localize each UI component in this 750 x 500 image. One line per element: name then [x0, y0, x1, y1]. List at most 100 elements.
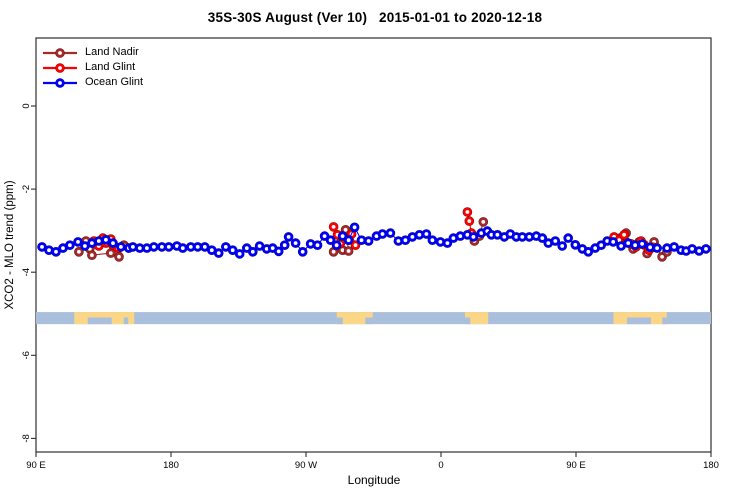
data-point: [455, 231, 465, 241]
map-coast-notch: [336, 317, 343, 325]
x-axis-label: Longitude: [347, 473, 401, 487]
data-point: [662, 243, 672, 253]
data-point: [284, 232, 293, 242]
data-point-edge: [608, 237, 619, 247]
data-point-edge: [442, 238, 453, 248]
legend-item-land-glint: Land Glint: [42, 60, 143, 75]
map-coast-notch: [465, 317, 471, 325]
data-point: [255, 241, 264, 251]
data-point: [596, 240, 606, 250]
data-point: [619, 230, 629, 240]
latitude-band-map-strip: [36, 312, 711, 325]
data-point: [128, 242, 138, 252]
data-point: [332, 240, 341, 250]
data-point: [135, 243, 145, 253]
y-tick-label: -4: [21, 268, 32, 276]
data-point-edge: [247, 246, 258, 257]
y-tick-label: 0: [21, 103, 32, 108]
data-point-edge: [570, 239, 581, 250]
data-point-edge: [349, 222, 360, 233]
data-point: [164, 242, 174, 252]
data-point-edge: [537, 233, 548, 243]
data-point-edge: [108, 238, 118, 248]
land-nadir-marker-icon: [43, 47, 77, 58]
y-tick-label: -6: [21, 351, 32, 359]
data-point: [142, 243, 152, 253]
data-point: [608, 237, 618, 247]
data-point-edge: [73, 237, 83, 247]
data-point: [37, 242, 47, 252]
data-point-edge: [701, 244, 711, 254]
data-point: [652, 243, 662, 253]
data-point-edge: [550, 236, 561, 246]
data-point-edge: [234, 249, 245, 259]
data-point: [386, 228, 395, 238]
data-point: [228, 245, 237, 255]
legend-label: Land Nadir: [85, 46, 139, 58]
data-point: [630, 240, 640, 250]
data-point-edge: [325, 235, 336, 245]
y-tick-label: -2: [21, 185, 32, 193]
data-point-edge: [657, 251, 667, 262]
data-point-edge: [462, 207, 473, 217]
data-point: [51, 247, 61, 257]
data-point: [464, 216, 474, 226]
data-point: [329, 222, 338, 232]
data-point-edge: [312, 240, 323, 250]
legend-label: Land Glint: [85, 61, 136, 73]
data-point-edge: [87, 250, 97, 260]
data-point-edge: [331, 240, 342, 250]
data-point: [178, 243, 188, 253]
data-point: [351, 240, 360, 250]
data-point: [214, 248, 223, 258]
data-point: [701, 244, 711, 254]
data-point: [338, 231, 347, 241]
data-point: [428, 235, 437, 245]
data-point-edge: [421, 229, 432, 239]
legend-item-land-nadir: Land Nadir: [42, 45, 143, 60]
data-point: [344, 235, 353, 245]
data-point: [563, 233, 573, 243]
data-point-edge: [213, 248, 224, 258]
data-point: [571, 240, 580, 250]
data-point: [200, 242, 210, 252]
data-point: [538, 233, 547, 243]
data-point: [357, 235, 366, 245]
legend-item-ocean-glint: Ocean Glint: [42, 75, 143, 90]
data-point-edge: [468, 232, 479, 242]
map-coast-notch: [87, 317, 112, 325]
data-point-edge: [343, 246, 354, 256]
data-point: [65, 240, 75, 250]
data-point: [116, 242, 126, 252]
map-coast-notch: [627, 317, 651, 325]
y-tick-label: -8: [21, 434, 32, 442]
data-point: [344, 246, 353, 256]
data-point-edge: [557, 241, 568, 251]
data-point: [645, 242, 655, 252]
data-point: [443, 238, 452, 248]
data-point: [657, 252, 667, 262]
data-point: [401, 235, 410, 245]
data-point: [313, 240, 322, 250]
data-point-edge: [279, 240, 290, 250]
data-point: [469, 232, 478, 242]
data-point: [74, 247, 84, 257]
data-point: [114, 252, 124, 262]
data-point: [551, 236, 560, 246]
y-axis-label: XCO2 - MLO trend (ppm): [4, 180, 16, 310]
data-point-edge: [563, 233, 574, 243]
data-point: [326, 235, 335, 245]
data-point: [463, 207, 472, 217]
data-point: [422, 229, 431, 239]
data-point-edge: [385, 228, 396, 238]
data-point: [557, 241, 567, 251]
x-tick-label: 180: [163, 460, 179, 471]
data-point-edge: [464, 216, 475, 226]
data-point: [669, 242, 679, 252]
data-point: [248, 247, 258, 257]
land-glint-marker-icon: [43, 62, 77, 73]
data-point: [235, 249, 244, 259]
data-point-edge: [652, 243, 662, 253]
